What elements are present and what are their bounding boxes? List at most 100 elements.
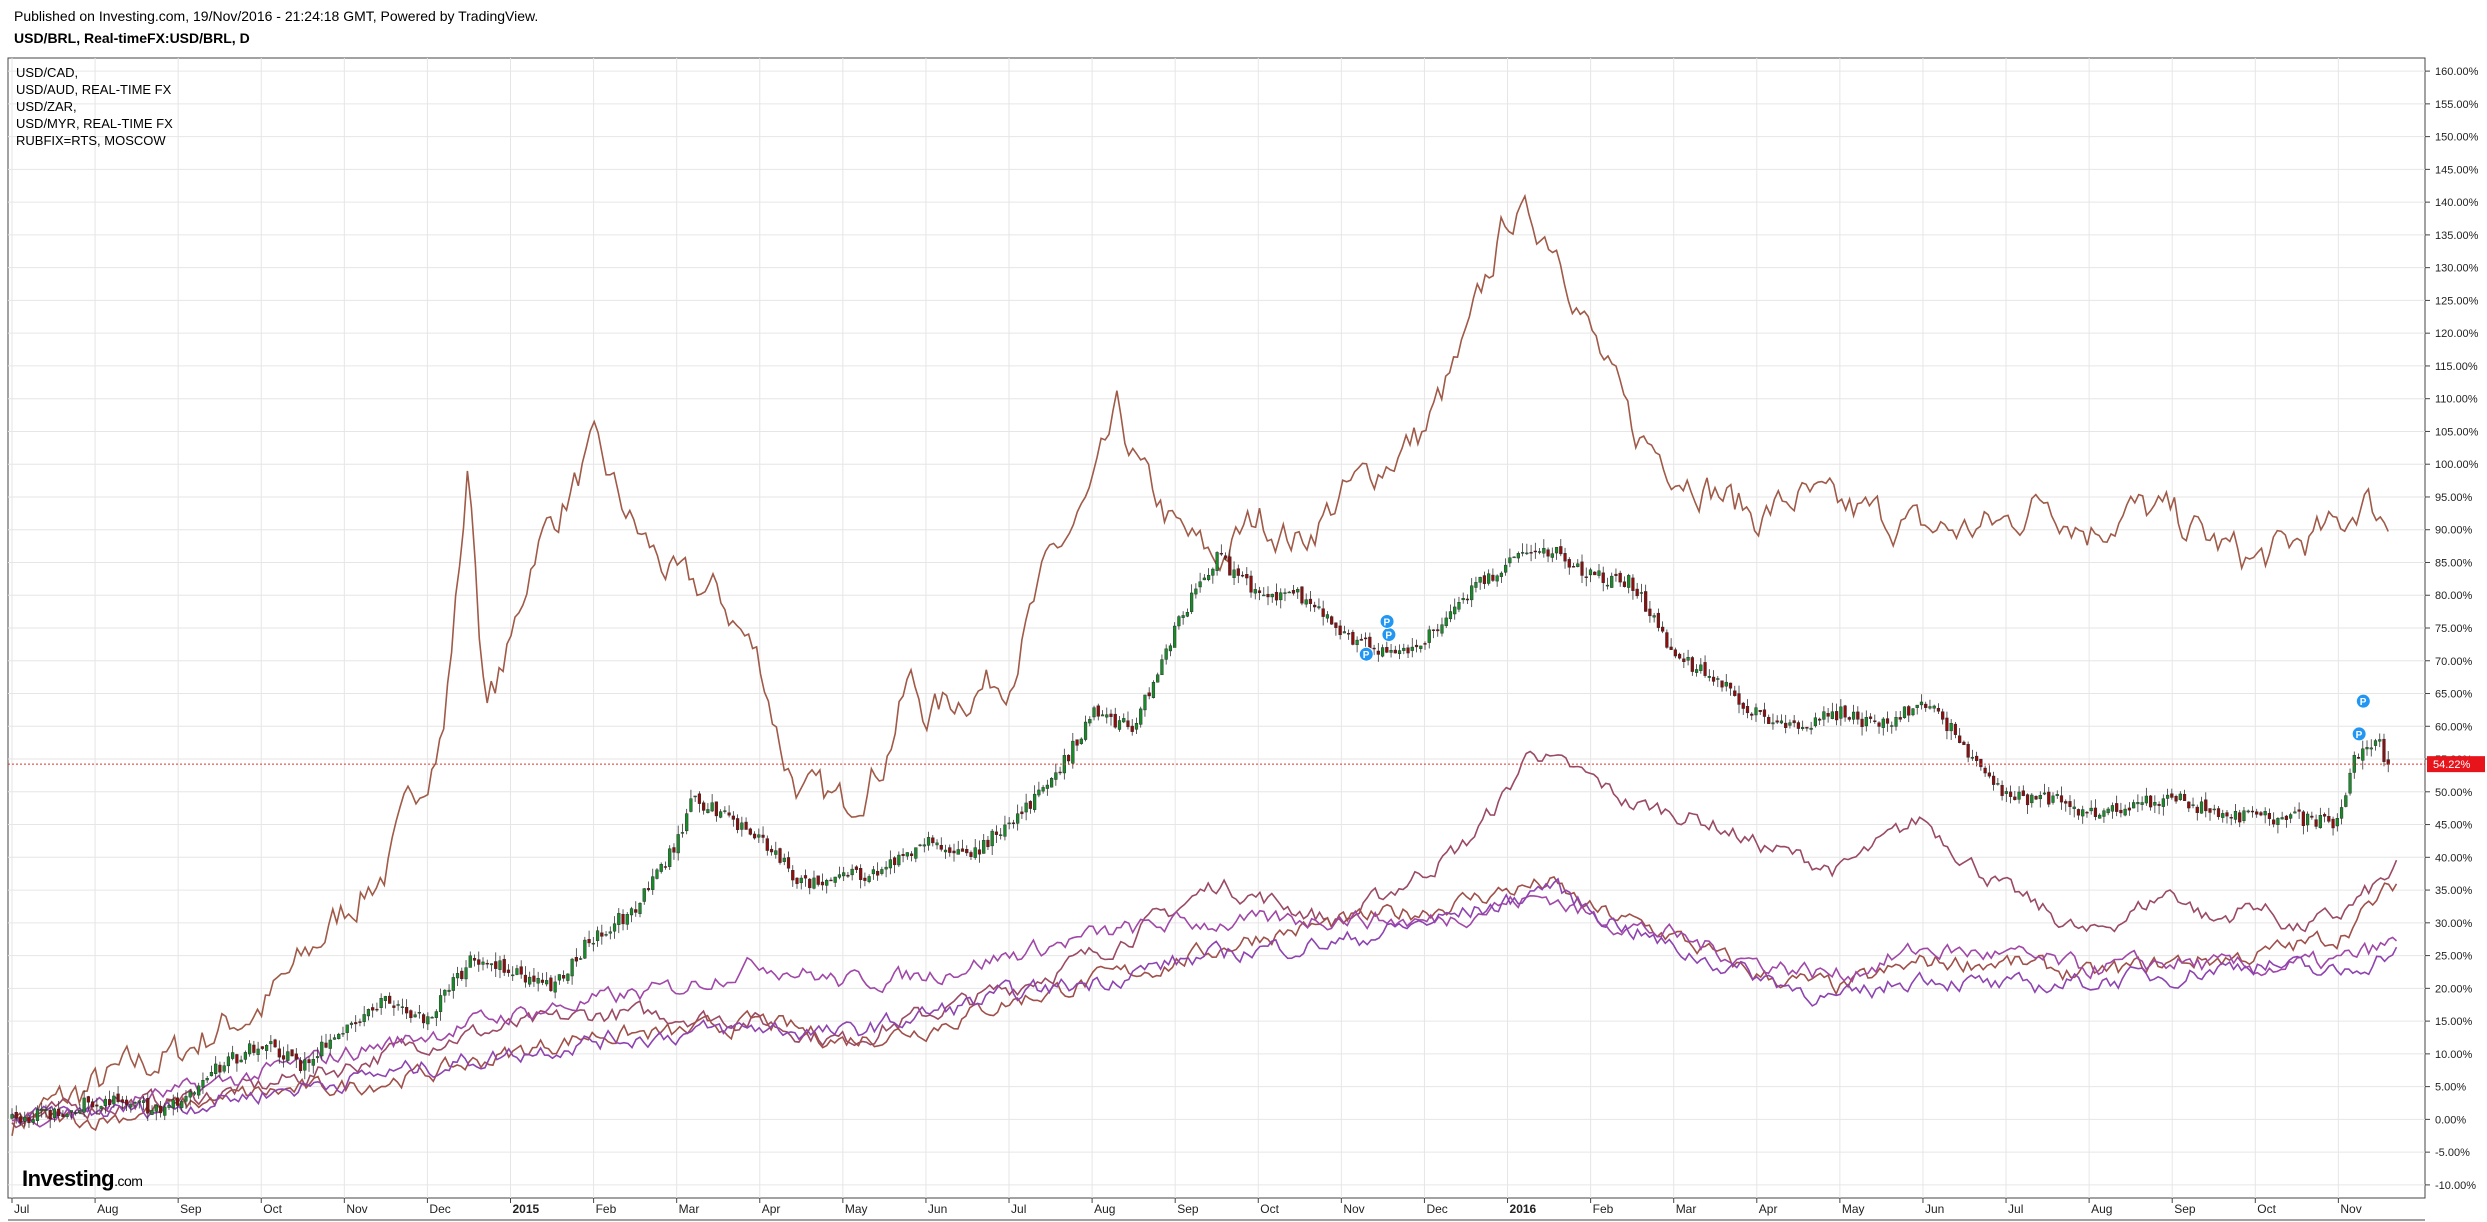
candle-body <box>719 811 723 818</box>
candle-body <box>124 1099 129 1105</box>
candle-body <box>646 888 651 891</box>
candle-body <box>1504 564 1508 573</box>
candle-body <box>248 1043 252 1055</box>
candle-body <box>668 848 672 867</box>
candle-body <box>2229 817 2233 819</box>
candle-body <box>744 821 748 830</box>
candle-body <box>1525 552 1529 555</box>
p-marker-letter: P <box>2356 730 2363 741</box>
candle-body <box>655 869 659 879</box>
x-tick-label: Sep <box>2174 1202 2196 1216</box>
candle-body <box>460 970 464 980</box>
y-tick-label: 130.00% <box>2435 263 2479 275</box>
candle-body <box>2132 802 2136 809</box>
candle-body <box>472 958 477 961</box>
candle-body <box>141 1100 146 1103</box>
candle-body <box>1707 676 1711 678</box>
y-tick-label: -10.00% <box>2435 1180 2476 1192</box>
candle-body <box>1109 713 1113 717</box>
y-tick-label: 135.00% <box>2435 230 2479 242</box>
candle-body <box>1143 694 1147 711</box>
candle-body <box>27 1117 31 1124</box>
candle-body <box>1767 717 1771 725</box>
investing-logo: Investing.com <box>22 1166 143 1192</box>
candle-body <box>481 961 485 965</box>
candle-body <box>1784 722 1788 728</box>
candle-body <box>358 1021 362 1023</box>
candle-body <box>2055 794 2059 796</box>
candle-body <box>1745 706 1750 714</box>
y-tick-label: 120.00% <box>2435 328 2479 340</box>
p-marker[interactable]: P <box>2351 726 2367 742</box>
y-tick-label: 35.00% <box>2435 885 2473 897</box>
candle-body <box>612 923 617 932</box>
candle-body <box>2289 814 2293 819</box>
candle-body <box>1376 650 1380 655</box>
candle-body <box>1898 717 1902 720</box>
candle-body <box>1304 599 1308 605</box>
candle-body <box>1533 550 1537 553</box>
candle-body <box>294 1053 298 1060</box>
candle-body <box>1444 617 1448 627</box>
candle-body <box>523 974 528 983</box>
candle-body <box>298 1060 303 1072</box>
candle-body <box>553 981 557 993</box>
candle-body <box>1253 589 1257 594</box>
candle-body <box>1236 568 1240 576</box>
candle-body <box>290 1049 294 1057</box>
candle-body <box>1873 720 1877 722</box>
p-marker[interactable]: P <box>1358 646 1374 662</box>
p-marker[interactable]: P <box>1379 613 1395 629</box>
candle-body <box>676 834 680 854</box>
candle-body <box>1818 718 1822 721</box>
candle-body <box>1410 646 1414 651</box>
x-tick-label: Nov <box>346 1202 367 1216</box>
candle-body <box>328 1039 332 1049</box>
candle-body <box>243 1052 247 1060</box>
candle-body <box>1550 553 1554 558</box>
candle-body <box>2191 804 2195 806</box>
candle-body <box>562 975 566 979</box>
candle-body <box>2297 809 2301 812</box>
candle-body <box>1775 720 1779 723</box>
candle-body <box>1487 573 1491 584</box>
p-marker[interactable]: P <box>1381 627 1397 643</box>
candle-body <box>1936 707 1941 712</box>
candle-body <box>116 1093 120 1102</box>
y-axis: 160.00% 155.00% 150.00% 145.00% 140.00% 135.0… <box>2425 66 2485 1192</box>
candle-body <box>519 966 523 975</box>
candle-body <box>935 842 939 846</box>
candle-body <box>757 834 761 838</box>
candle-body <box>379 998 383 1008</box>
candle-body <box>1457 602 1461 610</box>
candle-body <box>566 973 570 981</box>
candle-body <box>1847 717 1851 720</box>
candle-body <box>1966 744 1970 758</box>
y-tick-label: 65.00% <box>2435 689 2473 701</box>
candle-body <box>1423 643 1427 645</box>
candle-body <box>672 847 676 853</box>
x-tick-label: Aug <box>97 1202 118 1216</box>
y-tick-label: 10.00% <box>2435 1049 2473 1061</box>
candle-body <box>1003 824 1007 837</box>
p-marker[interactable]: P <box>2355 693 2371 709</box>
candle-body <box>990 830 994 847</box>
candle-body <box>774 850 778 855</box>
candle-body <box>506 969 511 973</box>
candle-body <box>341 1033 345 1035</box>
candle-body <box>2102 810 2106 817</box>
candle-body <box>1499 572 1503 577</box>
candle-body <box>1983 767 1987 774</box>
series-line <box>11 876 2398 1132</box>
candle-body <box>281 1055 286 1060</box>
candle-body <box>2170 793 2174 798</box>
candle-body <box>1448 611 1453 620</box>
candle-body <box>332 1037 337 1040</box>
candle-body <box>782 857 786 862</box>
candle-body <box>35 1109 40 1121</box>
candle-body <box>1792 720 1796 724</box>
candle-body <box>409 1010 413 1019</box>
candle-body <box>2110 805 2115 812</box>
